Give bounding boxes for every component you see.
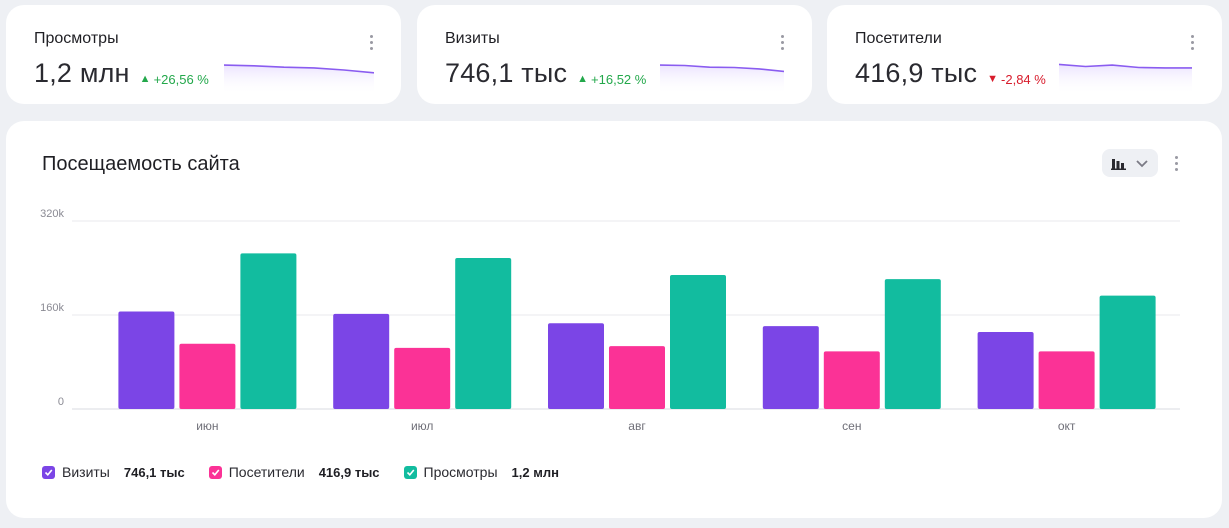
sparkline-line [660,64,784,73]
x-tick-label: сен [842,419,861,433]
kebab-menu-icon[interactable] [1184,32,1200,52]
kebab-menu-icon[interactable] [1168,153,1184,173]
kpi-card-visits[interactable]: Визиты 746,1 тыс ▲ +16,52 % [417,5,812,104]
legend-total: 746,1 тыс [123,464,185,480]
bar-visits[interactable] [762,326,819,409]
kpi-value-row: 416,9 тыс ▼ -2,84 % [855,58,1046,89]
x-tick-label: июн [196,419,218,433]
bar-views[interactable] [240,253,297,409]
legend-item-visits[interactable]: Визиты 746,1 тыс [42,464,185,480]
legend-total: 1,2 млн [511,464,559,480]
y-tick-label: 160k [40,302,64,314]
bar-visitors[interactable] [179,343,236,409]
kpi-title: Просмотры [34,30,119,47]
sparkline-line [224,64,374,74]
legend-label: Визиты [62,464,110,480]
sparkline [224,64,374,95]
bar-visitors[interactable] [1038,351,1095,409]
bar-visits[interactable] [548,323,604,409]
sparkline [660,64,784,95]
bar-visits[interactable] [977,332,1034,409]
kpi-value-row: 746,1 тыс ▲ +16,52 % [445,58,646,89]
kpi-value: 1,2 млн [34,58,130,88]
kpi-title: Посетители [855,30,942,47]
chart-type-dropdown[interactable] [1102,149,1158,177]
checkbox-icon[interactable] [208,465,222,479]
bar-views[interactable] [1099,295,1156,409]
traffic-chart-card: Посещаемость сайта 0 160k 320k июн июл авг сен… [6,121,1222,518]
bar-visitors[interactable] [823,351,880,409]
kpi-title: Визиты [445,30,500,47]
bar-views[interactable] [884,279,941,409]
y-tick-label: 320k [40,208,64,220]
x-tick-label: окт [1058,419,1076,433]
sparkline-area [224,65,374,95]
sparkline-area [660,65,784,95]
checkbox-icon[interactable] [42,465,55,479]
chevron-down-icon [1136,160,1148,168]
kpi-value-row: 1,2 млн ▲ +26,56 % [34,58,209,89]
legend-label: Посетители [228,464,305,480]
x-tick-label: авг [628,419,646,433]
kpi-delta-value: +16,52 % [591,71,647,87]
chart-legend: Визиты 746,1 тыс Посетители 416,9 тыс Пр… [42,464,583,480]
bar-visitors[interactable] [609,346,665,409]
bar-visits[interactable] [118,311,175,409]
kpi-value: 416,9 тыс [855,58,978,88]
kpi-card-views[interactable]: Просмотры 1,2 млн ▲ +26,56 % [6,5,401,104]
legend-item-views[interactable]: Просмотры 1,2 млн [403,464,559,480]
kpi-delta: ▼ -2,84 % [987,72,1046,87]
bar-visitors[interactable] [394,347,451,409]
kebab-menu-icon[interactable] [363,32,379,52]
kpi-delta: ▲ +16,52 % [577,72,646,87]
arrow-up-icon: ▲ [577,73,589,85]
chart-title: Посещаемость сайта [42,153,240,175]
arrow-up-icon: ▲ [139,73,151,85]
kpi-value: 746,1 тыс [445,58,568,88]
sparkline [1059,63,1192,95]
legend-item-visitors[interactable]: Посетители 416,9 тыс [208,464,380,480]
bar-views[interactable] [670,275,726,409]
legend-total: 416,9 тыс [318,464,380,480]
bar-chart-icon [1111,159,1126,170]
bar-chart: 0 160k 320k июн июл авг сен окт [40,208,1180,433]
y-tick-label: 0 [58,396,64,408]
kpi-delta-value: -2,84 % [1001,71,1046,87]
checkbox-icon[interactable] [403,465,417,479]
kpi-delta: ▲ +26,56 % [140,72,209,87]
x-tick-label: июл [411,419,433,433]
bar-visits[interactable] [333,313,390,409]
arrow-down-icon: ▼ [987,73,999,85]
sparkline-area [1059,64,1192,95]
bar-views[interactable] [455,258,512,409]
legend-label: Просмотры [423,464,498,480]
kebab-menu-icon[interactable] [774,32,790,52]
sparkline-line [1059,63,1192,69]
kpi-card-visitors[interactable]: Посетители 416,9 тыс ▼ -2,84 % [827,5,1222,104]
kpi-delta-value: +26,56 % [153,71,209,87]
